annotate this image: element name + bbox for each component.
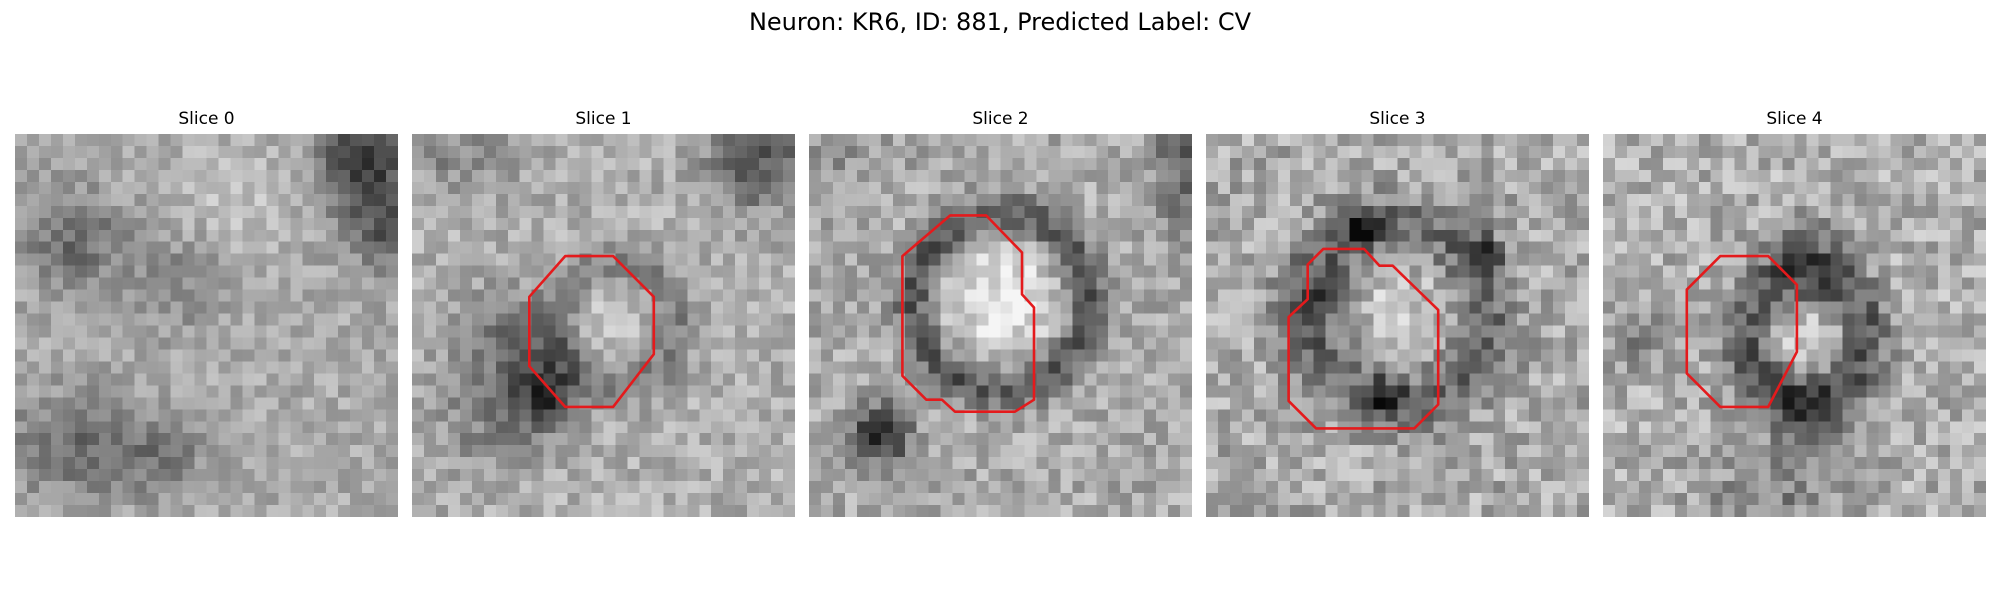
grayscale-tile [1206,134,1589,517]
slice-title: Slice 4 [1766,109,1823,129]
slice-image [1206,134,1589,517]
roi-contour [1287,247,1440,430]
slice-panel-3: Slice 3 [1206,108,1589,517]
slice-image [412,134,795,517]
slice-image [15,134,398,517]
roi-contour [901,214,1036,414]
grayscale-tile [809,134,1192,517]
roi-contour [1685,254,1799,409]
slice-image [809,134,1192,517]
slice-title: Slice 2 [972,109,1029,129]
grayscale-tile [15,134,398,517]
slice-panel-0: Slice 0 [15,108,398,517]
slice-panel-1: Slice 1 [412,108,795,517]
slice-title: Slice 3 [1369,109,1426,129]
figure-title: Neuron: KR6, ID: 881, Predicted Label: C… [748,8,1252,36]
slice-panel-4: Slice 4 [1603,108,1986,517]
roi-contour [528,254,656,409]
grayscale-tile [1603,134,1986,517]
slice-image [1603,134,1986,517]
slice-title: Slice 1 [575,109,632,129]
grayscale-tile [412,134,795,517]
slice-title: Slice 0 [178,109,235,129]
slice-panel-2: Slice 2 [809,108,1192,517]
